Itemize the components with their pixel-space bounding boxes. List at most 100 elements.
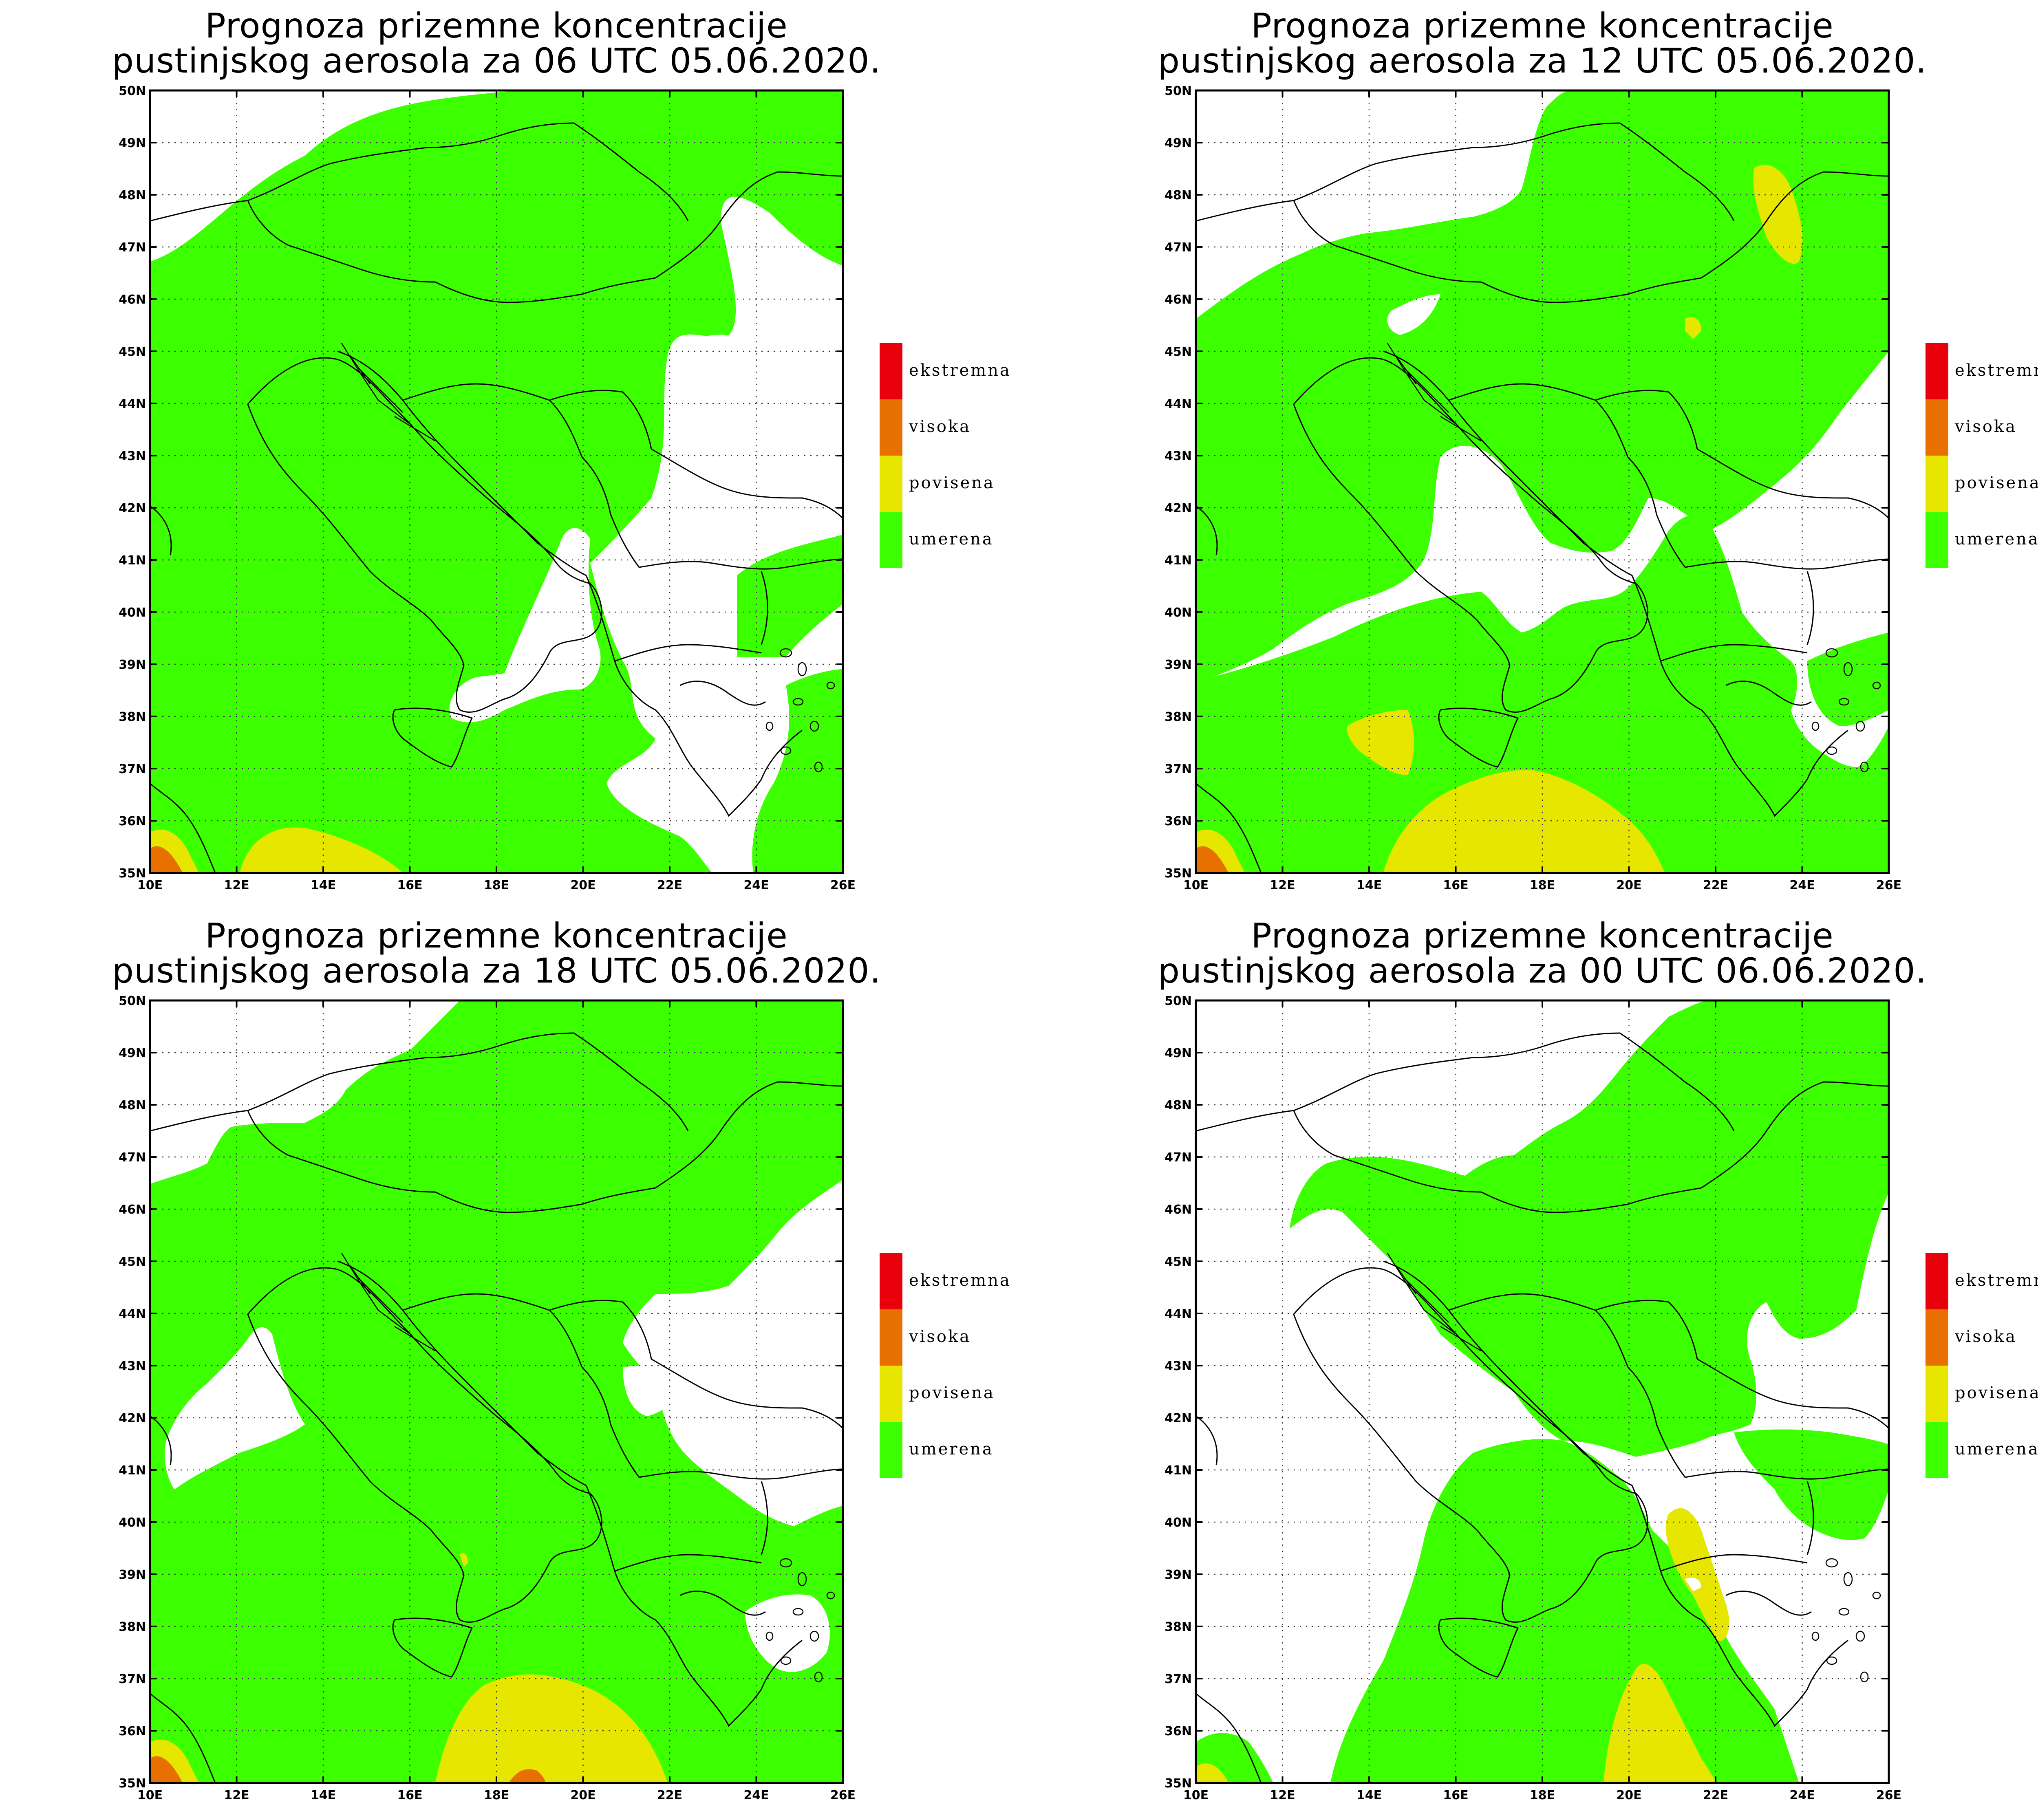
lat-tick-label: 35N — [1165, 866, 1192, 881]
lon-tick-label: 26E — [1876, 878, 1901, 892]
lat-tick-label: 50N — [1165, 994, 1192, 1008]
lat-tick-label: 36N — [119, 814, 146, 828]
lat-tick-label: 50N — [119, 994, 146, 1008]
lat-tick-label: 42N — [119, 1411, 146, 1426]
lat-tick-label: 40N — [1165, 606, 1192, 620]
legend-swatch — [880, 399, 902, 456]
legend-swatch — [1926, 512, 1948, 568]
legend-label: ekstremna — [1955, 1271, 2038, 1290]
concentration-contour — [737, 535, 843, 657]
legend-label: visoka — [909, 1327, 971, 1346]
concentration-contour — [1330, 1439, 1799, 1783]
lat-tick-label: 39N — [119, 658, 146, 672]
lat-tick-label: 47N — [1165, 240, 1192, 255]
lon-tick-label: 22E — [657, 1788, 682, 1802]
concentration-contour — [150, 846, 183, 873]
lat-tick-label: 37N — [1165, 762, 1192, 776]
concentration-contour — [1685, 317, 1701, 339]
lat-tick-label: 36N — [1165, 1724, 1192, 1738]
lat-tick-label: 47N — [119, 240, 146, 255]
concentration-contour — [1196, 184, 1290, 253]
concentration-contour — [623, 1366, 688, 1416]
lat-tick-label: 39N — [119, 1568, 146, 1582]
lat-tick-label: 42N — [119, 501, 146, 516]
lon-tick-label: 24E — [1789, 878, 1815, 892]
map-area — [1196, 90, 1889, 873]
lat-tick-label: 48N — [119, 1098, 146, 1113]
legend-label: umerena — [909, 1440, 994, 1459]
lon-tick-label: 18E — [1530, 1788, 1555, 1802]
legend-swatch — [1926, 1309, 1948, 1366]
lon-tick-label: 16E — [397, 1788, 422, 1802]
lat-tick-label: 43N — [119, 449, 146, 463]
map-area — [1196, 1000, 1889, 1783]
lat-tick-label: 37N — [1165, 1672, 1192, 1686]
lon-tick-label: 20E — [1616, 878, 1641, 892]
legend-swatch — [880, 1253, 902, 1309]
lat-tick-label: 41N — [119, 1463, 146, 1478]
lat-tick-label: 44N — [1165, 1307, 1192, 1321]
concentration-contour — [449, 528, 601, 723]
panel-title-line1: Prognoza prizemne koncentracije — [205, 916, 788, 956]
lat-tick-label: 43N — [1165, 1359, 1192, 1373]
legend-label: ekstremna — [909, 361, 1011, 380]
concentration-contour — [509, 1769, 545, 1783]
lon-tick-label: 12E — [1270, 1788, 1295, 1802]
lon-tick-label: 16E — [1443, 1788, 1468, 1802]
map-area — [150, 1000, 843, 1783]
lon-tick-label: 24E — [743, 878, 769, 892]
lat-tick-label: 46N — [1165, 1203, 1192, 1217]
lat-tick-label: 44N — [119, 397, 146, 411]
lat-tick-label: 40N — [1165, 1516, 1192, 1530]
concentration-contour — [680, 335, 737, 376]
lon-tick-label: 22E — [1703, 878, 1728, 892]
lon-tick-label: 20E — [570, 878, 596, 892]
lat-tick-label: 39N — [1165, 658, 1192, 672]
panel-title-line2: pustinjskog aerosola za 06 UTC 05.06.202… — [112, 41, 881, 81]
concentration-contour — [150, 1756, 183, 1783]
legend-swatch — [880, 512, 902, 568]
lon-tick-label: 14E — [311, 878, 336, 892]
legend-label: povisena — [909, 474, 995, 492]
lat-tick-label: 40N — [119, 1516, 146, 1530]
lat-tick-label: 39N — [1165, 1568, 1192, 1582]
lat-tick-label: 43N — [1165, 449, 1192, 463]
lat-tick-label: 41N — [119, 553, 146, 568]
lat-tick-label: 49N — [119, 1046, 146, 1060]
lon-tick-label: 16E — [1443, 878, 1468, 892]
concentration-contour — [745, 1594, 830, 1672]
concentration-contour — [1753, 165, 1803, 264]
lat-tick-label: 35N — [119, 866, 146, 881]
forecast-panel-p00: Prognoza prizemne koncentracijepustinjsk… — [1158, 916, 2038, 1802]
concentration-contour — [752, 669, 843, 873]
legend: ekstremna visoka povisena umerena — [1926, 1253, 2038, 1478]
lat-tick-label: 46N — [119, 293, 146, 307]
concentration-contour — [460, 1553, 468, 1567]
legend-swatch — [880, 456, 902, 512]
legend-swatch — [1926, 1253, 1948, 1309]
lat-tick-label: 43N — [119, 1359, 146, 1373]
concentration-contour — [1734, 1429, 1889, 1540]
lon-tick-label: 12E — [224, 878, 249, 892]
legend-label: povisena — [1955, 474, 2038, 492]
map-area — [150, 90, 843, 873]
lat-tick-label: 42N — [1165, 1411, 1192, 1426]
lon-tick-label: 14E — [1356, 1788, 1382, 1802]
lon-tick-label: 22E — [657, 878, 682, 892]
lat-tick-label: 36N — [1165, 814, 1192, 828]
lon-tick-label: 14E — [1356, 878, 1382, 892]
lat-tick-label: 38N — [1165, 710, 1192, 724]
lat-tick-label: 45N — [119, 1255, 146, 1269]
concentration-contour — [1387, 294, 1440, 335]
legend-label: visoka — [1954, 417, 2017, 436]
concentration-contour — [1383, 770, 1665, 873]
concentration-contour — [1685, 1578, 1701, 1591]
lat-tick-label: 37N — [119, 762, 146, 776]
lon-tick-label: 26E — [830, 1788, 856, 1802]
legend-label: ekstremna — [1955, 361, 2038, 380]
lat-tick-label: 49N — [119, 136, 146, 150]
lat-tick-label: 48N — [1165, 188, 1192, 203]
forecast-panel-p12: Prognoza prizemne koncentracijepustinjsk… — [1158, 6, 2038, 892]
lat-tick-label: 38N — [119, 710, 146, 724]
